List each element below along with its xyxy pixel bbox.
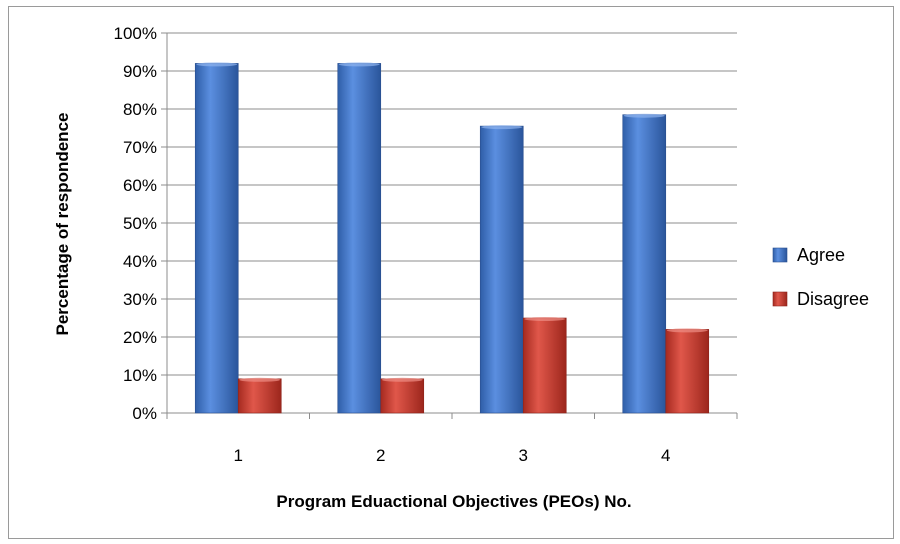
x-tick-label: 2 [376, 446, 385, 465]
bar-top-highlight [666, 328, 708, 333]
y-tick-label: 40% [123, 252, 157, 271]
x-tick-label: 3 [519, 446, 528, 465]
agree-bar [337, 63, 382, 414]
disagree-bar [380, 378, 425, 414]
disagree-bar [665, 329, 710, 414]
disagree-bar [237, 378, 282, 414]
chart-frame [8, 6, 894, 539]
bar-top-highlight [239, 377, 281, 382]
y-tick-label: 30% [123, 290, 157, 309]
y-tick-label: 20% [123, 328, 157, 347]
tick-labels: 0% 10% 20% 30% 40% 50% 60% 70% 80% 90% 100% 1 2 3 4 [114, 24, 671, 465]
y-tick-label: 50% [123, 214, 157, 233]
y-tick-label: 0% [132, 404, 157, 423]
y-tick-label: 80% [123, 100, 157, 119]
agree-bar [622, 114, 667, 414]
bar-top-highlight [623, 113, 665, 118]
y-tick-label: 100% [114, 24, 157, 43]
y-axis-title: Percentage of respondence [53, 113, 72, 336]
bar-top-highlight [338, 62, 380, 67]
x-tick-label: 4 [661, 446, 670, 465]
legend: Agree Disagree [772, 245, 869, 309]
disagree-legend-swatch [772, 291, 788, 307]
agree-bar [194, 63, 239, 414]
legend-label: Disagree [797, 289, 869, 309]
bar-top-highlight [381, 377, 423, 382]
y-tick-label: 10% [123, 366, 157, 385]
x-axis-title: Program Eduactional Objectives (PEOs) No… [276, 492, 631, 511]
x-tick-label: 1 [234, 446, 243, 465]
bars [194, 62, 710, 414]
bar-top-highlight [196, 62, 238, 67]
legend-label: Agree [797, 245, 845, 265]
y-tick-label: 70% [123, 138, 157, 157]
y-tick-label: 60% [123, 176, 157, 195]
bar-top-highlight [524, 317, 566, 321]
agree-legend-swatch [772, 247, 788, 263]
agree-bar [479, 125, 524, 414]
disagree-bar [522, 317, 567, 414]
bar-top-highlight [481, 125, 523, 130]
y-tick-label: 90% [123, 62, 157, 81]
